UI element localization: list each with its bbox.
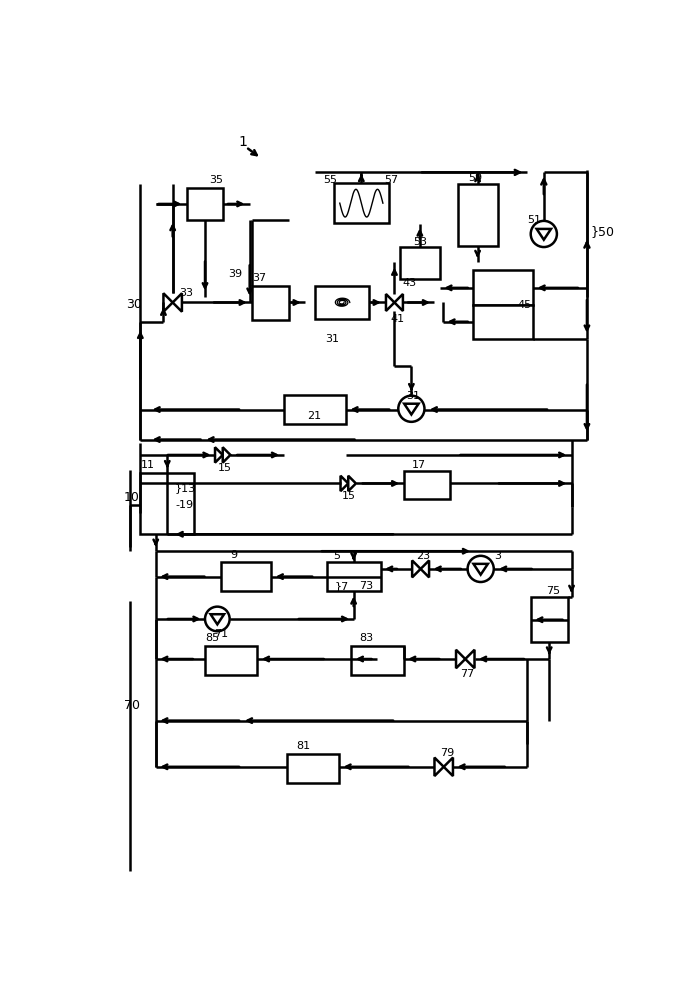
Text: 3: 3 [494,551,501,561]
Polygon shape [435,758,444,776]
Polygon shape [386,294,395,311]
Bar [404,471,450,499]
Polygon shape [164,293,172,312]
Text: 11: 11 [140,460,155,470]
Text: 37: 37 [252,273,266,283]
Polygon shape [421,560,429,577]
Text: 85: 85 [205,633,219,643]
Text: }13: }13 [175,483,196,493]
Text: 31: 31 [406,391,420,401]
Polygon shape [395,294,403,311]
Text: 30: 30 [126,298,142,311]
Text: 15: 15 [217,463,231,473]
Polygon shape [537,229,551,240]
Text: }7: }7 [335,581,348,591]
Bar [205,646,257,675]
Text: 41: 41 [391,314,405,324]
Bar [457,184,497,246]
Circle shape [398,396,424,422]
Bar [473,270,533,305]
Text: 55: 55 [323,175,337,185]
Polygon shape [404,404,419,415]
Polygon shape [465,650,475,668]
Text: }50: }50 [591,225,615,238]
Text: 1: 1 [238,135,247,149]
Polygon shape [341,476,348,491]
Text: 9: 9 [230,550,237,560]
Text: 57: 57 [384,175,399,185]
Text: 79: 79 [440,748,454,758]
Polygon shape [172,293,182,312]
Text: 23: 23 [416,551,430,561]
Bar [333,183,389,223]
Bar [400,247,440,279]
Polygon shape [348,476,356,491]
Text: 5: 5 [333,551,340,561]
Circle shape [468,556,494,582]
Polygon shape [473,564,488,575]
Bar [315,286,369,319]
Text: 81: 81 [296,741,310,751]
Bar [286,754,339,783]
Text: 21: 21 [308,411,322,421]
Polygon shape [444,758,453,776]
Text: 83: 83 [359,633,373,643]
Bar [351,646,404,675]
Circle shape [531,221,557,247]
Bar [140,473,195,534]
Bar [252,286,289,320]
Text: 77: 77 [460,669,474,679]
Bar [531,597,568,642]
Circle shape [205,607,230,631]
Text: 59: 59 [469,173,482,183]
Bar [221,562,271,591]
Text: 43: 43 [402,278,416,288]
Polygon shape [215,447,223,463]
Text: 73: 73 [359,581,373,591]
Text: 35: 35 [210,175,224,185]
Bar [326,562,381,591]
Bar [473,305,533,339]
Text: -19: -19 [175,500,193,510]
Text: 39: 39 [228,269,242,279]
Polygon shape [223,447,230,463]
Bar [186,188,224,220]
Text: 15: 15 [342,491,356,501]
Text: 31: 31 [325,334,339,344]
Polygon shape [456,650,465,668]
Text: 33: 33 [179,288,193,298]
Text: 70: 70 [124,699,140,712]
Bar [284,395,346,424]
Text: 17: 17 [411,460,426,470]
Text: 10: 10 [124,491,140,504]
Text: 53: 53 [413,237,427,247]
Polygon shape [412,560,421,577]
Polygon shape [210,614,224,624]
Text: 75: 75 [546,586,560,596]
Text: 51: 51 [527,215,541,225]
Text: 71: 71 [215,629,228,639]
Text: 45: 45 [518,300,532,310]
